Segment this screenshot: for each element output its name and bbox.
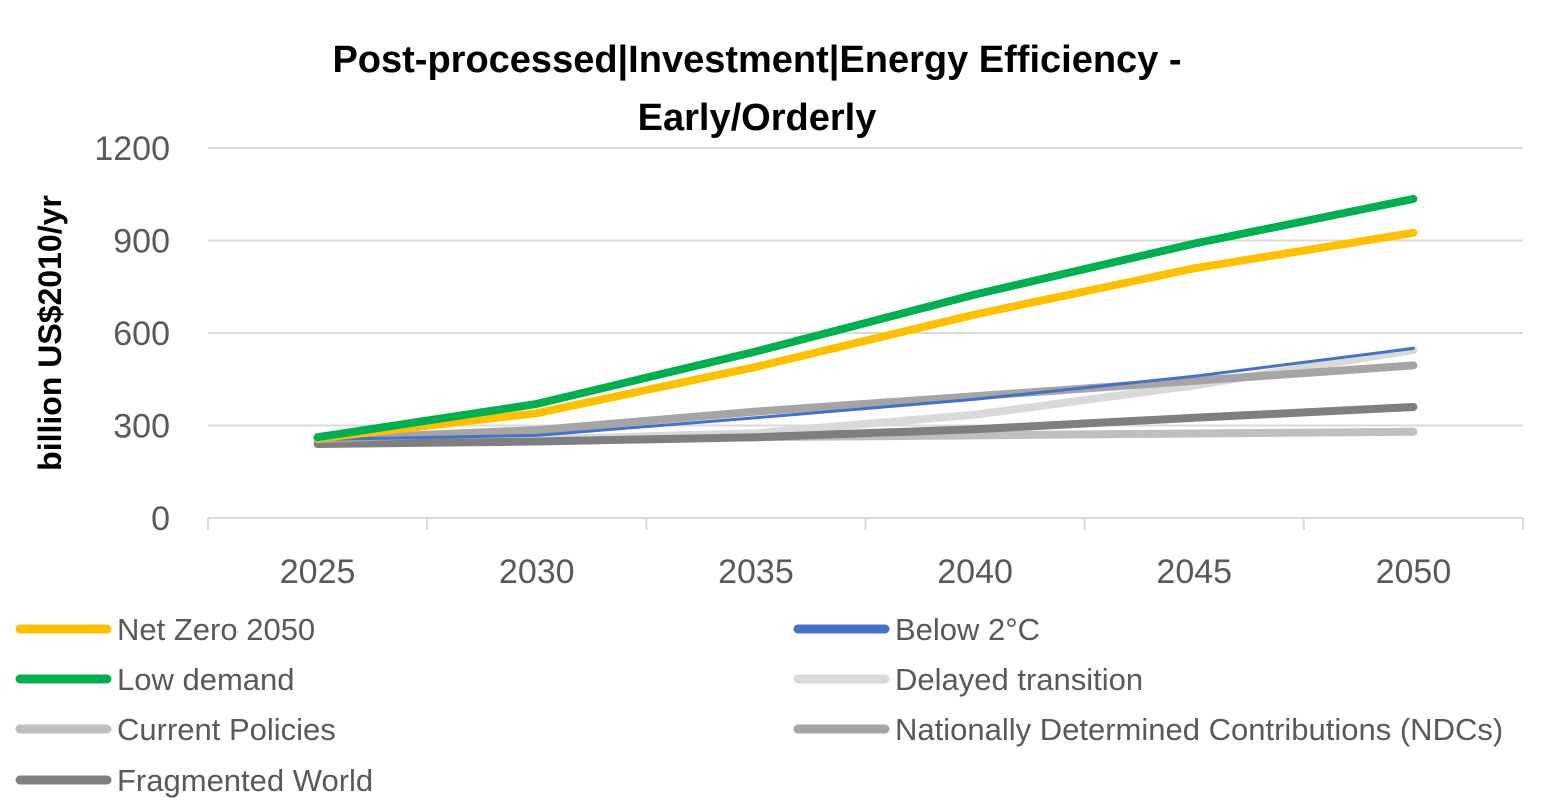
series-line-low-demand [313,194,1418,442]
legend-label: Fragmented World [117,763,373,798]
chart-title-line-1: Post-processed|Investment|Energy Efficie… [332,39,1181,81]
gridlines [208,147,1523,427]
series-line-fragmented-world [313,403,1418,448]
legend-label: Delayed transition [895,662,1143,697]
legend-item-below-2-c: Below 2°C [793,612,1040,647]
x-tick-labels: 2025 2030 2035 2040 2045 2050 [280,553,1451,591]
y-tick-label: 300 [113,408,170,446]
y-tick-label: 600 [113,315,170,353]
x-tick-label: 2030 [499,553,575,591]
legend-item-fragmented-world: Fragmented World [15,763,373,798]
y-axis-label: billion US$2010/yr [32,195,68,471]
x-tick-label: 2035 [718,553,794,591]
y-tick-labels: 0 300 600 900 1200 [94,130,170,538]
x-tick-label: 2045 [1156,553,1232,591]
series-line-delayed-transition [313,346,1418,445]
y-tick-label: 0 [151,500,170,538]
legend-item-low-demand: Low demand [15,662,295,697]
legend-label: Low demand [117,662,295,697]
chart-title-line-2: Early/Orderly [638,97,877,139]
x-tick-label: 2040 [937,553,1013,591]
series-lines [313,194,1418,448]
legend-label: Nationally Determined Contributions (NDC… [895,712,1503,747]
legend-label: Net Zero 2050 [117,612,315,647]
legend-label: Below 2°C [895,612,1040,647]
x-axis [207,517,1524,530]
legend-item-current-policies: Current Policies [15,712,336,747]
legend-item-nationally-determined-contributions-ndcs: Nationally Determined Contributions (NDC… [793,712,1503,747]
legend-item-delayed-transition: Delayed transition [793,662,1143,697]
series-line-nationally-determined-contributions-ndcs [313,361,1418,444]
y-tick-label: 900 [113,223,170,261]
series-line-net-zero-2050 [313,228,1418,443]
y-tick-label: 1200 [94,130,170,168]
legend: Net Zero 2050 Below 2°C Low demand Delayed … [15,612,1503,798]
x-tick-label: 2025 [280,553,356,591]
series-line-below-2-c [316,346,1415,441]
legend-item-net-zero-2050: Net Zero 2050 [15,612,315,647]
legend-label: Current Policies [117,712,336,747]
x-tick-label: 2050 [1376,553,1452,591]
